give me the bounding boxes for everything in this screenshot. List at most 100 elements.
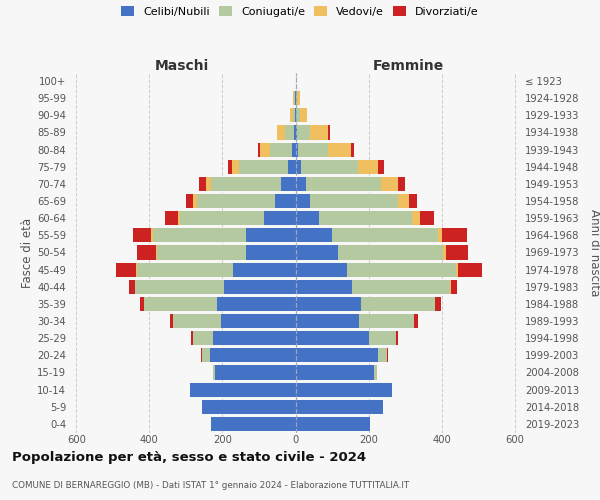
Legend: Celibi/Nubili, Coniugati/e, Vedovi/e, Divorziati/e: Celibi/Nubili, Coniugati/e, Vedovi/e, Di… (118, 3, 482, 20)
Bar (451, 280, 457, 294)
Bar (233, 262, 296, 276)
Bar (352, 280, 450, 294)
Bar (201, 348, 202, 362)
Bar (224, 280, 296, 294)
Bar (296, 126, 298, 140)
Bar (300, 108, 307, 122)
Bar (284, 126, 293, 140)
Bar (197, 194, 275, 208)
Bar (170, 314, 173, 328)
Bar (436, 297, 441, 311)
Bar (293, 91, 295, 105)
Bar (214, 331, 296, 345)
Bar (265, 211, 296, 225)
Bar (296, 400, 383, 414)
Bar (310, 126, 328, 140)
Bar (301, 160, 358, 174)
Bar (275, 194, 296, 208)
Bar (409, 194, 417, 208)
Bar (221, 314, 296, 328)
Bar (292, 142, 296, 156)
Bar (232, 160, 239, 174)
Bar (181, 211, 265, 225)
Bar (396, 331, 398, 345)
Bar (338, 246, 443, 260)
Bar (260, 142, 270, 156)
Bar (347, 262, 456, 276)
Bar (377, 160, 384, 174)
Bar (414, 314, 418, 328)
Bar (133, 228, 151, 242)
Bar (211, 177, 281, 191)
Y-axis label: Fasce di età: Fasce di età (22, 218, 34, 288)
Bar (412, 211, 420, 225)
Bar (246, 246, 296, 260)
Bar (458, 262, 482, 276)
Bar (296, 382, 392, 396)
Bar (296, 348, 377, 362)
Bar (296, 280, 352, 294)
Bar (296, 228, 332, 242)
Bar (202, 348, 209, 362)
Bar (215, 366, 296, 380)
Bar (206, 177, 211, 191)
Bar (377, 348, 387, 362)
Bar (359, 314, 414, 328)
Bar (298, 126, 310, 140)
Bar (157, 246, 246, 260)
Bar (296, 142, 298, 156)
Bar (296, 417, 370, 431)
Bar (328, 142, 352, 156)
Bar (298, 91, 300, 105)
Bar (446, 246, 468, 260)
Bar (456, 262, 458, 276)
Bar (307, 177, 382, 191)
Bar (193, 194, 197, 208)
Bar (228, 160, 232, 174)
Bar (155, 246, 157, 260)
Bar (450, 280, 451, 294)
Bar (296, 108, 300, 122)
Bar (293, 126, 296, 140)
Bar (277, 126, 284, 140)
Bar (211, 417, 296, 431)
Bar (153, 228, 246, 242)
Bar (358, 160, 377, 174)
Bar (296, 297, 361, 311)
Y-axis label: Anni di nascita: Anni di nascita (587, 209, 600, 296)
Bar (296, 160, 301, 174)
Bar (190, 382, 296, 396)
Bar (361, 297, 436, 311)
Bar (420, 211, 434, 225)
Bar (178, 211, 181, 225)
Bar (387, 348, 388, 362)
Bar (296, 211, 319, 225)
Bar (443, 246, 446, 260)
Bar (191, 331, 193, 345)
Bar (296, 262, 347, 276)
Bar (214, 366, 215, 380)
Bar (398, 177, 405, 191)
Bar (193, 331, 214, 345)
Bar (135, 280, 224, 294)
Bar (328, 126, 330, 140)
Bar (116, 262, 136, 276)
Bar (140, 297, 144, 311)
Bar (298, 142, 328, 156)
Bar (136, 262, 137, 276)
Bar (368, 331, 396, 345)
Bar (296, 177, 307, 191)
Bar (374, 366, 377, 380)
Bar (281, 177, 296, 191)
Bar (296, 366, 374, 380)
Bar (382, 177, 398, 191)
Bar (296, 246, 338, 260)
Bar (296, 331, 368, 345)
Bar (173, 314, 221, 328)
Bar (288, 160, 296, 174)
Bar (129, 280, 135, 294)
Bar (270, 142, 292, 156)
Bar (137, 262, 233, 276)
Bar (144, 297, 217, 311)
Bar (295, 91, 296, 105)
